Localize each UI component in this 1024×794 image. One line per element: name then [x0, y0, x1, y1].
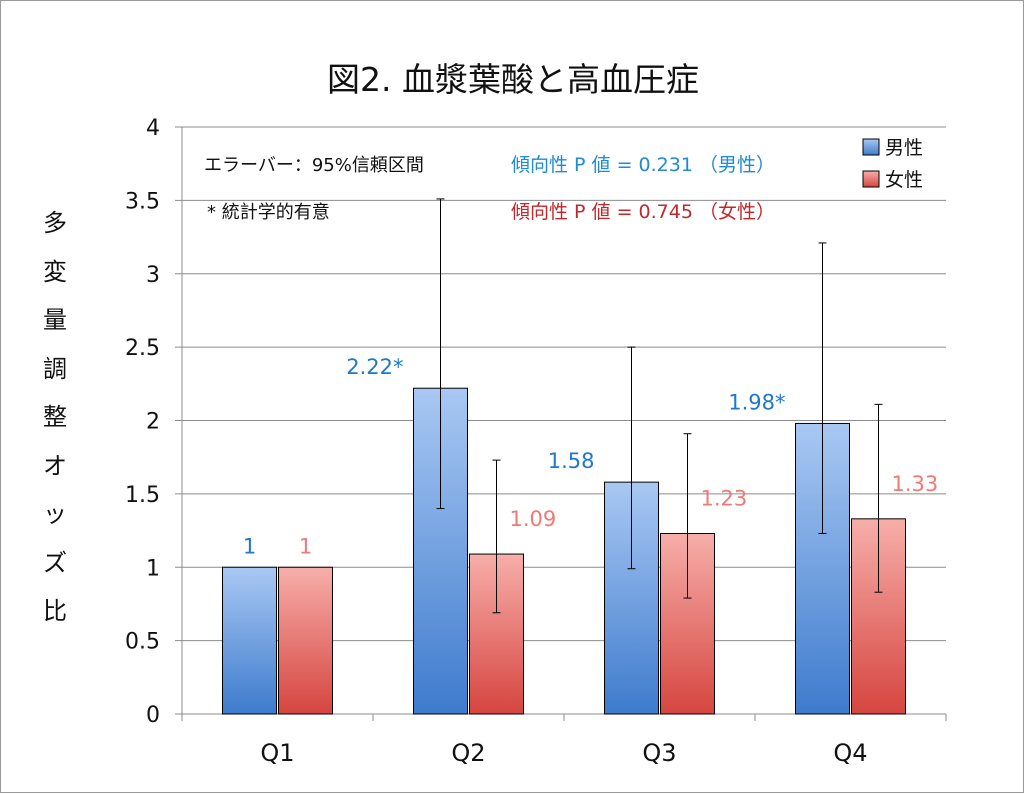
trend-p-male: 傾向性 P 値 = 0.231 （男性）: [511, 154, 775, 176]
trend-p-female: 傾向性 P 値 = 0.745 （女性）: [511, 201, 775, 223]
legend-swatch-male: [862, 138, 880, 156]
y-axis-label-char: 変: [43, 257, 67, 286]
x-tick-label: Q2: [451, 739, 485, 767]
data-label-female: 1.23: [701, 486, 748, 510]
significance-note: * 統計学的有意: [207, 202, 330, 223]
legend-swatch-female: [862, 170, 880, 188]
y-axis-label-char: 多: [43, 209, 67, 237]
y-axis-label: 多変量調整オッズ比: [39, 199, 71, 636]
y-axis-label-char: ズ: [43, 548, 67, 577]
error-bar-note: エラーバー：95%信頼区間: [204, 155, 424, 176]
data-label-male: 1: [243, 534, 256, 558]
bar-male: [222, 566, 277, 715]
x-tick-label: Q4: [833, 739, 867, 767]
y-tick-label: 4: [146, 116, 160, 141]
y-axis-label-char: 比: [43, 597, 67, 625]
y-axis-label-char: 整: [43, 403, 67, 431]
y-axis-label-char: 量: [43, 306, 67, 334]
x-tick-label: Q1: [260, 739, 294, 767]
axes: 0 0.5 1 1.5 2 2.5 3 3.5 4 Q1 Q2 Q3 Q4: [125, 116, 947, 767]
data-label-male: 1.98*: [728, 390, 785, 414]
error-bars: [436, 198, 883, 614]
x-tick-label: Q3: [642, 739, 676, 767]
data-label-male: 1.58: [548, 449, 595, 473]
data-label-female: 1.09: [510, 507, 557, 531]
annotations: エラーバー：95%信頼区間 * 統計学的有意 傾向性 P 値 = 0.231 （男性…: [204, 154, 775, 223]
y-tick-label: 2.5: [125, 336, 160, 361]
y-axis-label-char: 調: [43, 354, 67, 383]
legend-label-female: 女性: [885, 169, 923, 191]
y-axis-label-char: オ: [43, 451, 67, 480]
y-tick-label: 3: [146, 263, 160, 288]
bars: [222, 387, 906, 715]
data-labels: 1 2.22* 1.58 1.98* 1 1.09 1.23 1.33: [243, 355, 938, 558]
y-tick-label: 0.5: [125, 630, 160, 655]
data-label-female: 1: [299, 534, 312, 558]
bar-female: [278, 566, 333, 715]
chart-title: 図2. 血漿葉酸と高血圧症: [327, 60, 699, 99]
data-label-female: 1.33: [892, 472, 939, 496]
y-tick-label: 1: [146, 556, 160, 581]
y-tick-label: 2: [146, 410, 160, 435]
y-axis-label-char: ッ: [43, 500, 67, 528]
legend-label-male: 男性: [885, 137, 923, 159]
y-tick-label: 0: [146, 703, 160, 728]
data-label-male: 2.22*: [346, 355, 403, 379]
y-tick-label: 3.5: [125, 189, 160, 214]
y-tick-label: 1.5: [125, 483, 160, 508]
